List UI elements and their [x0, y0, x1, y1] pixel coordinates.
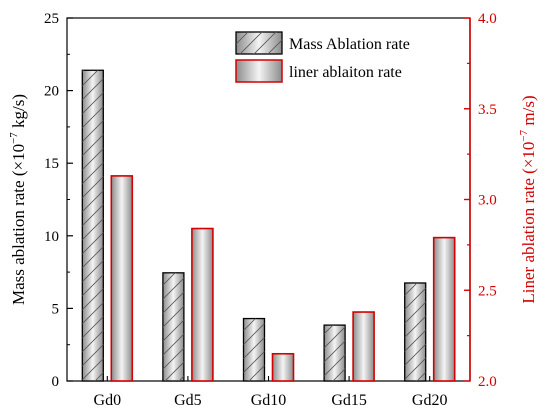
bar-mass-ablation-hatch [243, 318, 265, 381]
bar-mass-ablation-hatch [404, 282, 426, 381]
legend-label-liner: liner ablaiton rate [289, 64, 402, 81]
category-label: Gd0 [94, 392, 122, 409]
right-axis: 2.0 2.5 3.0 3.5 4.0 [464, 11, 497, 390]
legend: Mass Ablation rate liner ablaiton rate [235, 31, 410, 83]
left-axis-title: Mass ablation rate (×10−7 kg/s) [8, 94, 28, 305]
left-tick-label: 0 [52, 374, 60, 390]
right-tick-label: 2.0 [478, 374, 497, 390]
legend-label-mass: Mass Ablation rate [289, 36, 410, 53]
right-tick-label: 3.5 [478, 102, 497, 118]
left-axis: 0 5 10 15 20 25 [44, 11, 73, 390]
right-axis-title: Liner ablation rate (×10−7 m/s) [518, 95, 538, 303]
right-tick-label: 3.0 [478, 193, 497, 209]
left-tick-label: 10 [44, 229, 59, 245]
legend-swatch-liner [235, 59, 283, 83]
left-tick-label: 25 [44, 11, 59, 27]
x-axis: Gd0 Gd5 Gd10 Gd15 Gd20 [94, 376, 448, 409]
bar-mass-ablation-hatch [324, 325, 346, 381]
left-tick-label: 15 [44, 156, 59, 172]
category-label: Gd20 [412, 392, 448, 409]
category-label: Gd15 [331, 392, 367, 409]
liner-ablation-bars [110, 175, 456, 382]
right-tick-label: 2.5 [478, 283, 497, 299]
bar-liner-ablation [110, 175, 134, 382]
left-tick-label: 20 [44, 84, 59, 100]
bar-liner-ablation [271, 352, 295, 382]
bar-mass-ablation-hatch [162, 272, 184, 381]
legend-swatch-mass-hatch [236, 32, 282, 54]
bar-liner-ablation [352, 311, 375, 382]
category-label: Gd10 [251, 392, 287, 409]
mass-ablation-bars [81, 69, 427, 382]
bar-mass-ablation-hatch [82, 70, 104, 381]
bar-liner-ablation [432, 236, 456, 382]
left-tick-label: 5 [52, 301, 60, 317]
category-label: Gd5 [174, 392, 202, 409]
right-tick-label: 4.0 [478, 11, 497, 27]
bar-liner-ablation [191, 227, 214, 382]
